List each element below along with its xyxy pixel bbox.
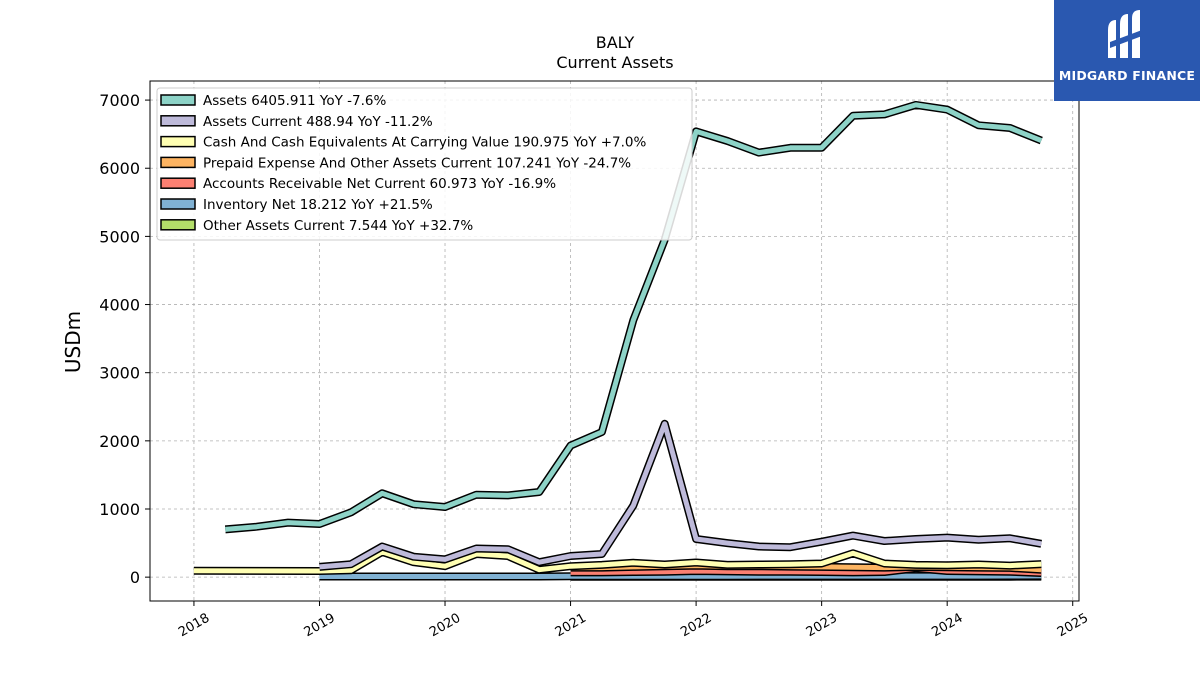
legend-entry: Inventory Net 18.212 YoY +21.5% — [160, 197, 433, 213]
x-tick-label: 2022 — [678, 611, 714, 641]
legend-swatch — [160, 94, 196, 106]
series-cash-and-cash-equivalents-at-carrying-value — [193, 547, 1042, 575]
series-layer — [193, 100, 1043, 581]
plot-frame — [149, 80, 1080, 602]
y-tick-label: 1000 — [99, 500, 140, 519]
y-tick-label: 4000 — [99, 296, 140, 315]
legend-entry: Accounts Receivable Net Current 60.973 Y… — [160, 176, 556, 192]
x-tick-label: 2020 — [427, 611, 463, 641]
legend: Assets 6405.911 YoY -7.6% Assets Current … — [156, 87, 693, 241]
legend-entry: Assets Current 488.94 YoY -11.2% — [160, 114, 433, 130]
y-tick-label: 2000 — [99, 432, 140, 451]
legend-swatch — [160, 177, 196, 189]
x-tick-label: 2019 — [302, 611, 338, 641]
legend-label: Assets Current 488.94 YoY -11.2% — [203, 114, 433, 130]
y-tick-label: 6000 — [99, 159, 140, 178]
x-tick-label: 2024 — [929, 611, 965, 641]
y-tick-label: 0 — [130, 568, 140, 587]
series-line — [225, 102, 1043, 532]
legend-entry: Prepaid Expense And Other Assets Current… — [160, 155, 631, 171]
series-line — [319, 573, 1042, 579]
x-tick-label: 2018 — [176, 611, 212, 641]
legend-swatch — [160, 219, 196, 231]
x-tick-label: 2025 — [1055, 611, 1091, 641]
legend-swatch — [160, 156, 196, 169]
legend-entry: Assets 6405.911 YoY -7.6% — [160, 93, 387, 109]
x-tick-label: 2023 — [804, 611, 840, 641]
chart-subtitle: Current Assets — [556, 53, 673, 72]
legend-swatch — [160, 198, 196, 210]
legend-swatch — [160, 115, 196, 127]
series-inventory-net — [319, 571, 1042, 581]
chart-title: BALY — [596, 33, 635, 52]
x-tick-label: 2021 — [553, 611, 589, 641]
legend-label: Cash And Cash Equivalents At Carrying Va… — [203, 135, 647, 151]
brand-logo: MIDGARD FINANCE — [1054, 0, 1200, 101]
series-line — [319, 421, 1042, 570]
midgard-m-logo-icon — [1108, 10, 1142, 58]
legend-entry: Cash And Cash Equivalents At Carrying Va… — [160, 135, 647, 151]
series-assets-current — [319, 419, 1042, 571]
y-tick-label: 7000 — [99, 91, 140, 110]
legend-label: Assets 6405.911 YoY -7.6% — [203, 93, 387, 109]
legend-label: Prepaid Expense And Other Assets Current… — [203, 155, 631, 171]
y-tick-label: 5000 — [99, 227, 140, 246]
y-axis-label: USDm — [61, 311, 85, 373]
legend-label: Accounts Receivable Net Current 60.973 Y… — [203, 176, 556, 192]
y-tick-label: 3000 — [99, 364, 140, 383]
legend-label: Inventory Net 18.212 YoY +21.5% — [203, 197, 433, 213]
series-line — [193, 549, 1042, 574]
series-line-outline — [319, 419, 1042, 571]
legend-label: Other Assets Current 7.544 YoY +32.7% — [203, 218, 473, 234]
legend-swatch — [160, 135, 196, 148]
legend-box — [156, 87, 693, 241]
series-assets — [224, 100, 1043, 534]
legend-entry: Other Assets Current 7.544 YoY +32.7% — [160, 218, 473, 234]
brand-name: MIDGARD FINANCE — [1058, 68, 1196, 83]
